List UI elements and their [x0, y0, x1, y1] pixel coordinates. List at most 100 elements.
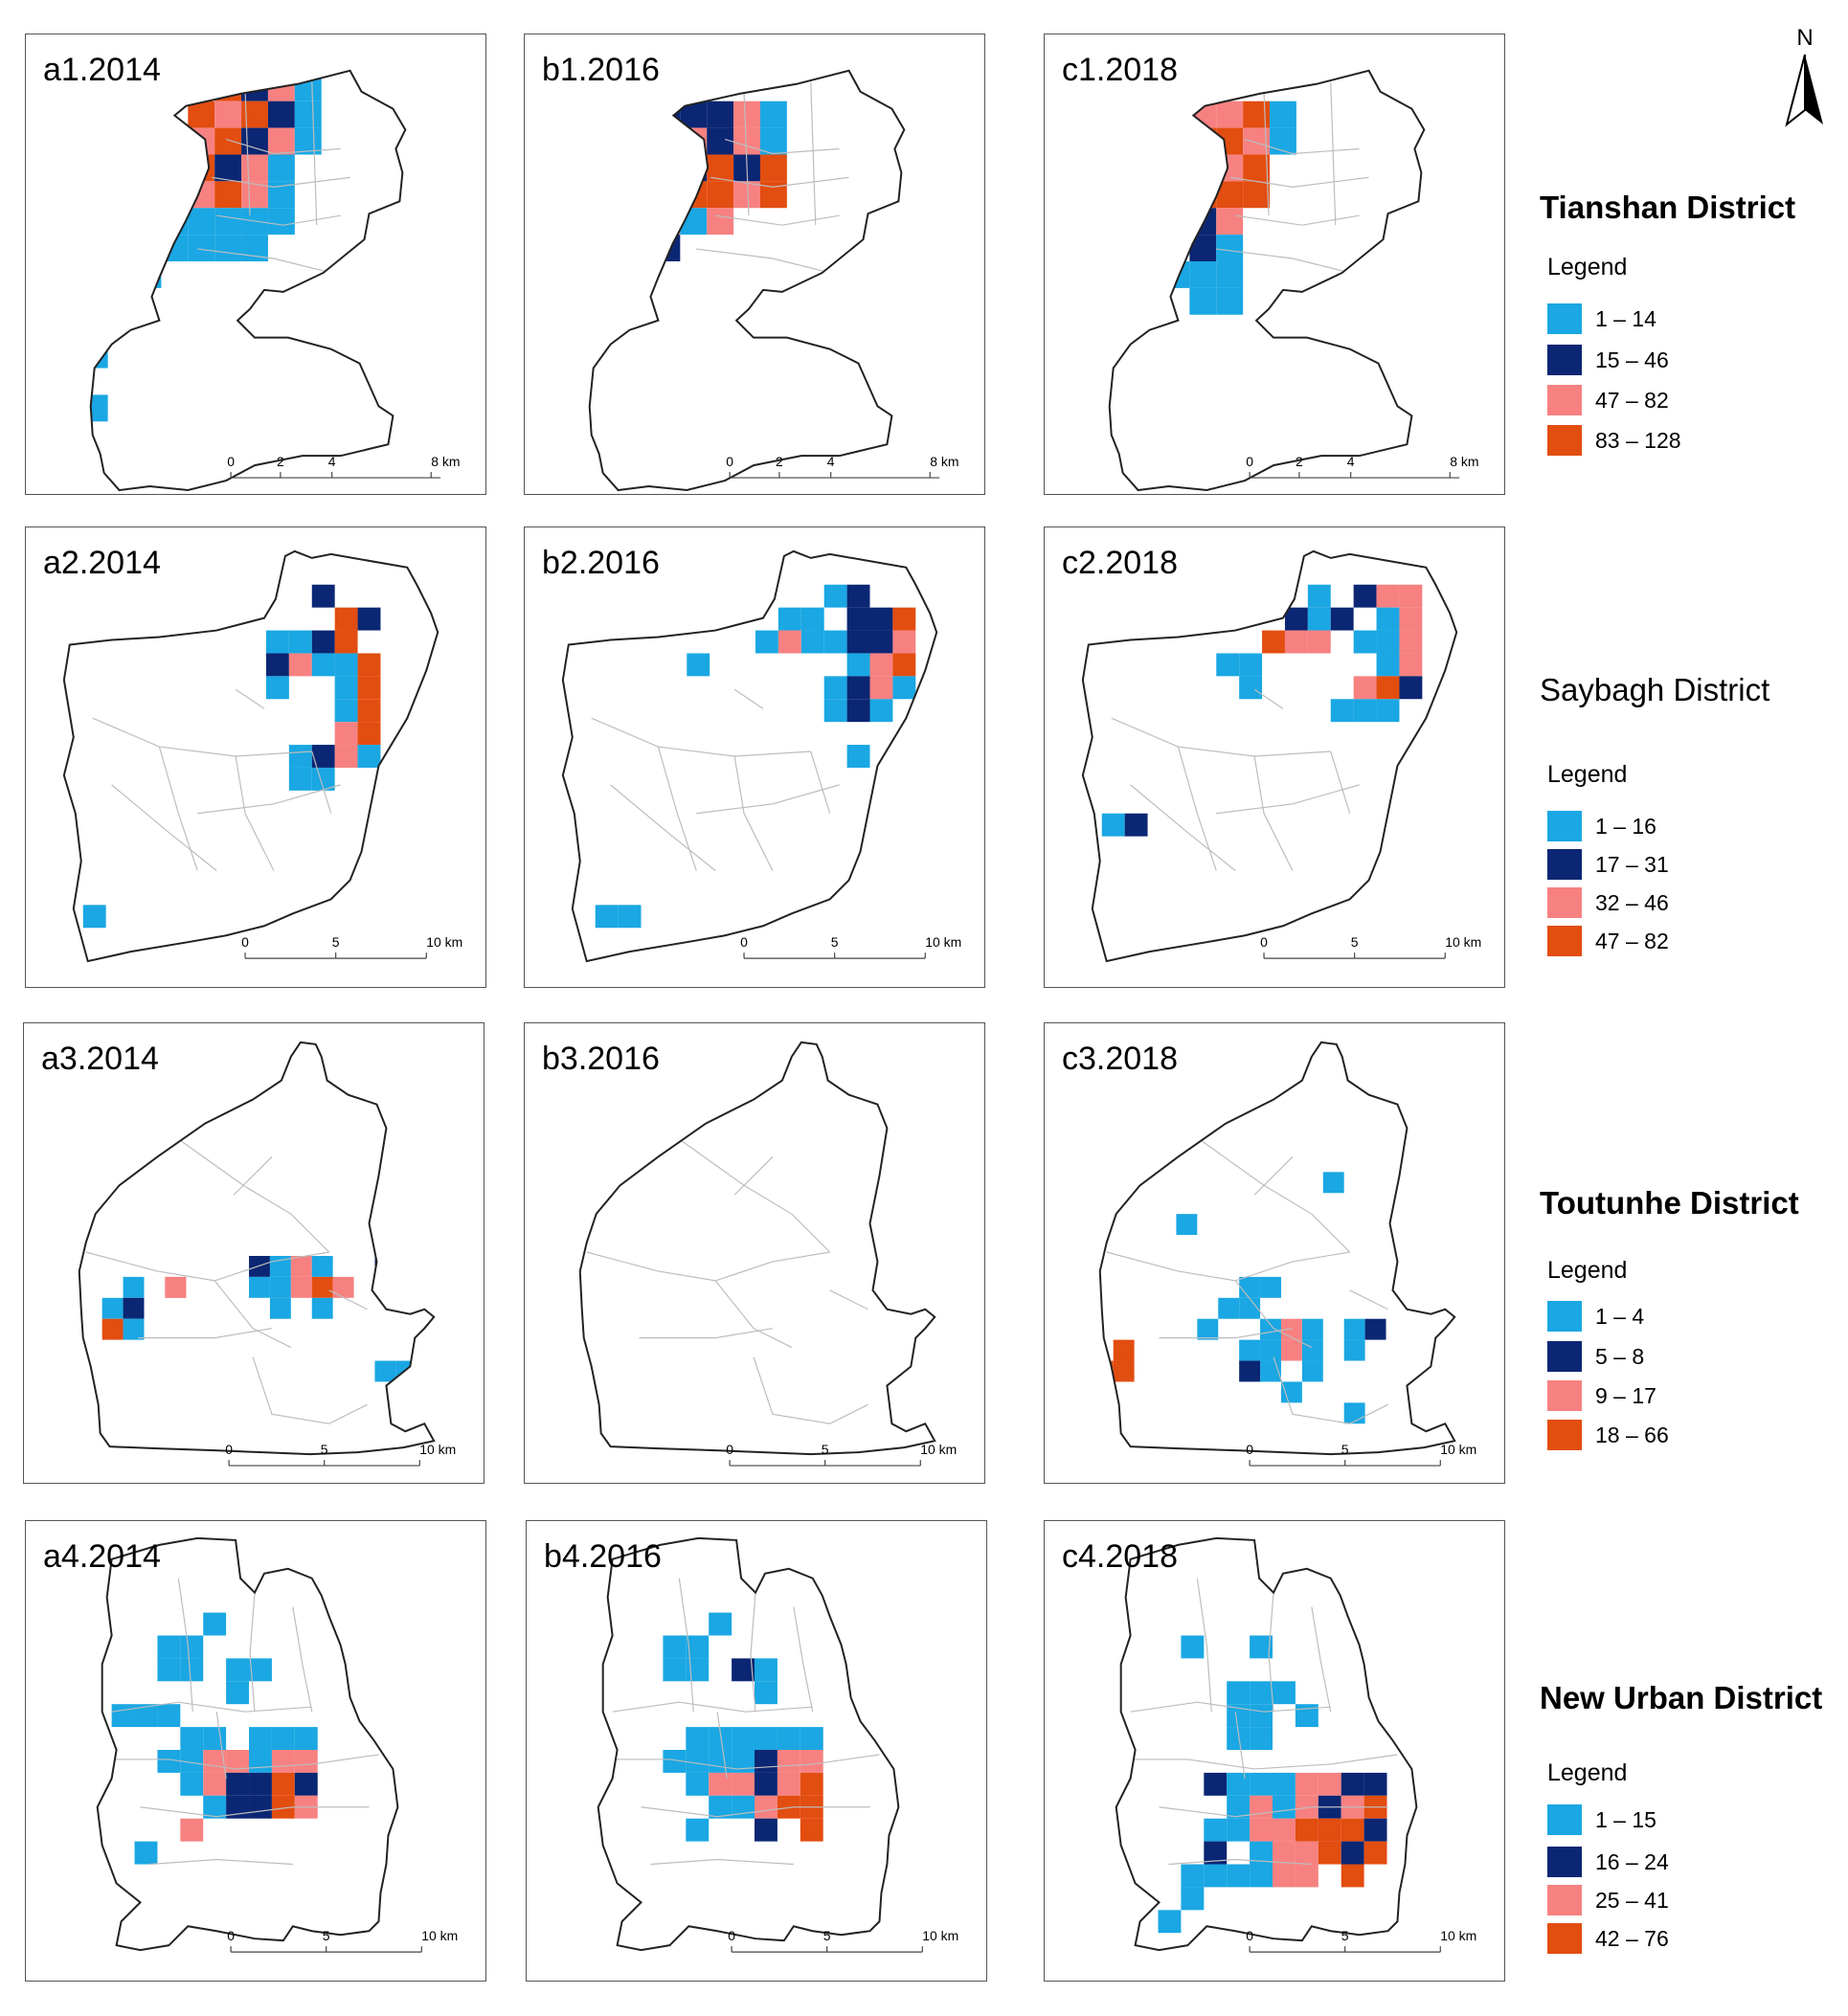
grid-cell-class-1 — [663, 1750, 687, 1773]
grid-cell-class-2 — [294, 1772, 318, 1796]
grid-cell-class-1 — [1376, 699, 1400, 723]
grid-cell-class-1 — [1270, 127, 1296, 155]
grid-cell-class-1 — [1260, 1276, 1281, 1298]
subdistrict-boundary — [311, 750, 332, 814]
grid-cell-class-1 — [249, 1727, 272, 1751]
subdistrict-boundary — [710, 176, 849, 188]
grid-cell-class-1 — [975, 1361, 984, 1382]
legend-label: 1 – 4 — [1595, 1303, 1645, 1329]
grid-cell-class-4 — [1363, 1841, 1387, 1865]
grid-cell-class-4 — [1341, 1864, 1364, 1888]
grid-cell-class-2 — [1204, 1772, 1228, 1796]
scale-bar-label: 5 — [1341, 1442, 1349, 1457]
subdistrict-boundary — [829, 1289, 868, 1310]
grid-cell-class-1 — [1204, 1864, 1228, 1888]
grid-cell-class-2 — [846, 607, 870, 631]
grid-cell-class-1 — [1343, 1318, 1365, 1340]
grid-cell-class-2 — [249, 1772, 272, 1796]
legend-label: 1 – 16 — [1595, 813, 1656, 839]
grid-cell-class-1 — [269, 1276, 291, 1298]
subdistrict-boundary — [1130, 784, 1236, 871]
grid-cell-class-1 — [626, 235, 654, 262]
subdistrict-boundary — [249, 1592, 256, 1713]
grid-cell-class-3 — [1295, 1841, 1318, 1865]
grid-cell-class-2 — [311, 584, 335, 608]
map-panel-b4: b4.2016 0 5 10 km — [526, 1520, 987, 1982]
grid-cell-class-2 — [732, 1658, 755, 1682]
scale-bar-label: 4 — [827, 454, 835, 469]
grid-cell-class-1 — [778, 607, 801, 631]
grid-cell-class-1 — [1322, 1172, 1344, 1194]
subdistrict-boundary — [1273, 320, 1379, 339]
subdistrict-boundary — [1196, 1578, 1212, 1713]
legend-swatch — [1547, 849, 1582, 880]
grid-cell-class-1 — [144, 1109, 166, 1131]
grid-cell-class-1 — [1307, 607, 1331, 631]
district-boundary — [78, 1041, 436, 1456]
district-title-toutunhe: Toutunhe District — [1540, 1185, 1799, 1221]
grid-cell-class-1 — [1227, 1795, 1251, 1819]
grid-cell-class-3 — [332, 1276, 354, 1298]
subdistrict-boundary — [216, 214, 341, 226]
grid-cell-class-1 — [1239, 1297, 1261, 1319]
grid-cell-class-1 — [55, 342, 81, 369]
subdistrict-boundary — [696, 248, 830, 274]
subdistrict-boundary — [235, 755, 275, 871]
scale-bar-label: 10 km — [922, 1928, 958, 1943]
subdistrict-boundary — [92, 717, 312, 757]
grid-cell-class-3 — [1295, 1795, 1318, 1819]
grid-cell-class-3 — [1399, 607, 1423, 631]
subdistrict-boundary — [111, 784, 217, 871]
grid-cell-class-1 — [954, 1381, 975, 1402]
grid-cell-class-1 — [1301, 1360, 1323, 1382]
subdistrict-boundary — [197, 248, 331, 274]
grid-cell-class-1 — [311, 1255, 333, 1277]
grid-cell-class-3 — [1318, 1772, 1341, 1796]
legend-item: 5 – 8 — [1547, 1340, 1644, 1373]
subdistrict-boundary — [85, 1251, 329, 1282]
subdistrict-boundary — [1111, 717, 1331, 757]
district-map: 0 2 4 8 km — [588, 69, 958, 492]
grid-cell-class-1 — [755, 1658, 778, 1682]
subdistrict-boundary — [1273, 1356, 1388, 1424]
district-map: 0 5 10 km — [561, 549, 961, 963]
scale-bar-label: 0 — [1246, 1442, 1253, 1457]
scale-bar-label: 5 — [332, 934, 340, 950]
district-map: 0 5 10 km — [96, 1536, 458, 1953]
grid-cell-class-3 — [1216, 154, 1244, 182]
grid-cell-class-2 — [311, 745, 335, 768]
legend-swatch — [1547, 1847, 1582, 1877]
grid-cell-class-1 — [1250, 1704, 1273, 1728]
legend-label: 18 – 66 — [1595, 1422, 1669, 1447]
subdistrict-boundary — [793, 1606, 814, 1713]
district-map: 0 5 10 km — [1081, 549, 1481, 963]
subdistrict-boundary — [1130, 1701, 1331, 1713]
grid-cell-class-2 — [1124, 813, 1148, 837]
grid-cell-class-2 — [311, 630, 335, 654]
district-boundary — [1081, 549, 1458, 963]
grid-cell-class-3 — [161, 181, 189, 209]
scale-bar-label: 10 km — [426, 934, 462, 950]
grid-cell-class-4 — [1318, 1841, 1341, 1865]
subdistrict-boundary — [1130, 1754, 1398, 1770]
grid-cell-class-2 — [846, 676, 870, 700]
grid-cell-class-2 — [1363, 1818, 1387, 1842]
grid-cell-class-1 — [134, 1704, 158, 1728]
grid-cell-class-3 — [334, 745, 358, 768]
grid-cell-class-1 — [709, 1727, 732, 1751]
subdistrict-boundary — [612, 1701, 813, 1713]
legend-label: 1 – 14 — [1595, 305, 1656, 331]
grid-cell-class-2 — [226, 1772, 250, 1796]
subdistrict-boundary — [753, 320, 859, 339]
scale-bar-label: 5 — [321, 1442, 328, 1457]
subdistrict-boundary — [1230, 176, 1369, 188]
subdistrict-boundary — [678, 1578, 694, 1713]
subdistrict-boundary — [244, 91, 251, 216]
grid-cell-class-4 — [892, 653, 916, 677]
subdistrict-boundary — [1244, 138, 1360, 155]
panel-title: b3.2016 — [542, 1041, 660, 1077]
grid-cell-class-3 — [1162, 208, 1190, 235]
grid-cell-class-1 — [203, 1727, 227, 1751]
grid-cell-class-1 — [288, 767, 312, 791]
subdistrict-boundary — [1330, 81, 1337, 226]
